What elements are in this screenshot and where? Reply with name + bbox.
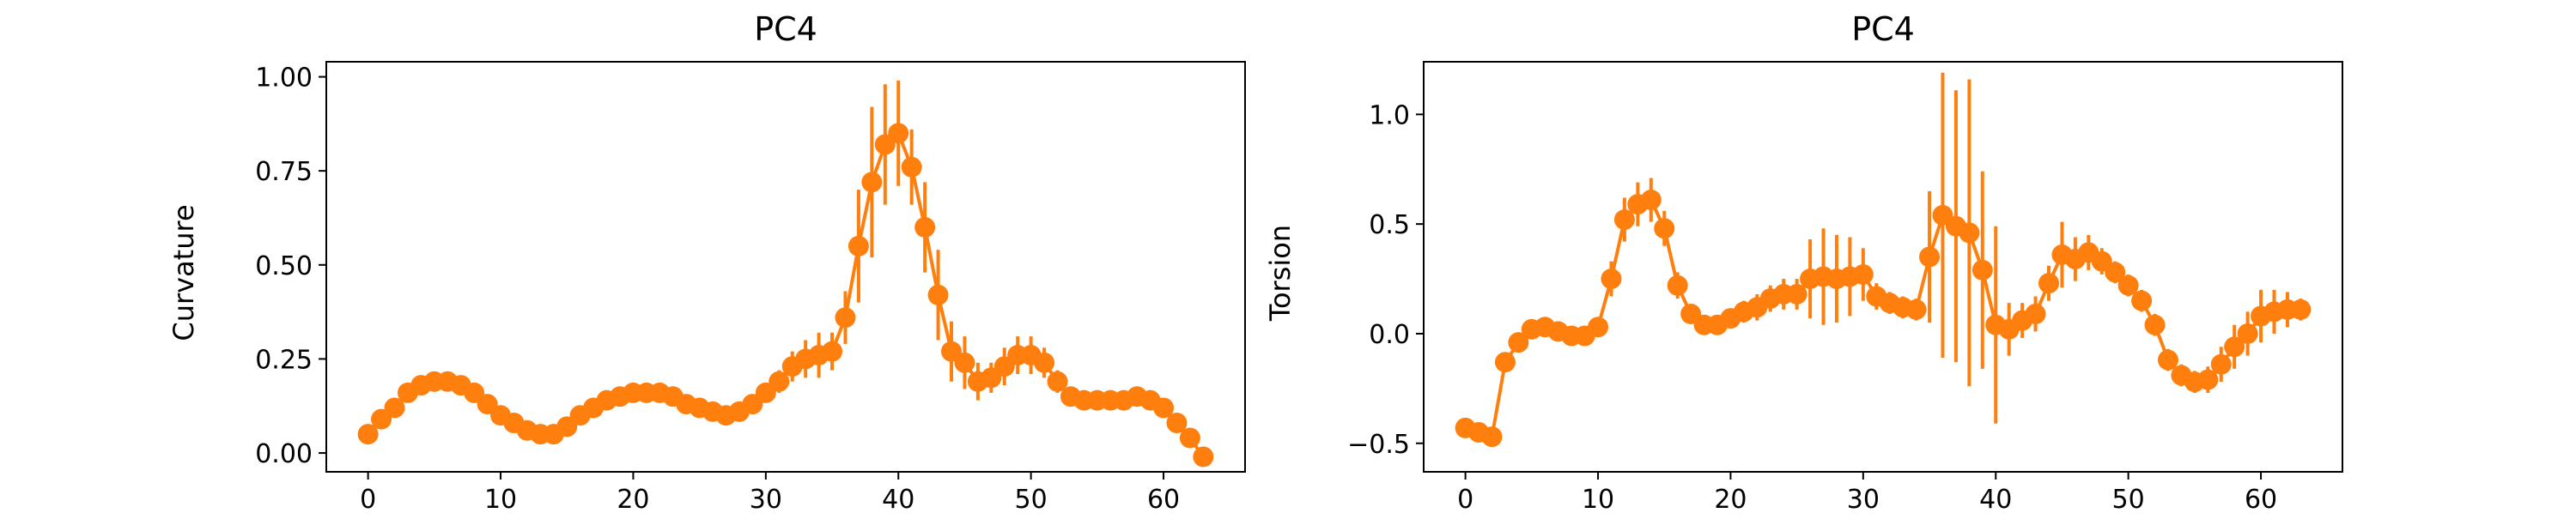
x-tick-label: 50 xyxy=(1015,485,1048,515)
data-point xyxy=(914,216,936,238)
data-point xyxy=(1153,397,1175,419)
x-tick-label: 20 xyxy=(617,485,649,515)
data-point xyxy=(1179,427,1200,449)
data-point xyxy=(2197,369,2219,390)
data-point xyxy=(1481,426,1503,448)
plot-frame xyxy=(1423,61,2343,473)
x-tick-label: 50 xyxy=(2112,485,2145,515)
data-point xyxy=(1919,246,1941,268)
x-tick-label: 30 xyxy=(1847,485,1880,515)
data-point xyxy=(2105,262,2126,283)
data-point xyxy=(1654,218,1675,239)
data-point xyxy=(1971,259,1993,281)
y-tick-label: 0.5 xyxy=(1369,210,1410,240)
y-tick-label: 0.75 xyxy=(255,157,313,187)
data-point xyxy=(822,341,843,362)
data-point xyxy=(2117,275,2139,296)
data-point xyxy=(888,123,909,144)
data-point xyxy=(384,397,405,419)
data-point xyxy=(2131,290,2153,311)
data-point xyxy=(1588,317,1609,338)
data-point xyxy=(1613,209,1635,231)
y-tick-label: 1.00 xyxy=(255,63,313,94)
y-tick-label: 0.50 xyxy=(255,251,313,281)
x-tick-label: 30 xyxy=(750,485,782,515)
data-point xyxy=(1166,412,1188,433)
data-point xyxy=(2290,299,2312,320)
x-tick-label: 10 xyxy=(1582,485,1614,515)
data-point xyxy=(2157,349,2178,371)
data-point xyxy=(1640,190,1662,211)
y-axis-label: Curvature xyxy=(167,204,200,341)
chart-title: PC4 xyxy=(754,10,817,48)
data-point xyxy=(954,352,975,373)
data-point xyxy=(1667,275,1688,296)
data-point xyxy=(1193,446,1214,468)
data-point xyxy=(927,284,949,305)
x-tick-label: 0 xyxy=(360,485,376,515)
data-point xyxy=(2210,353,2232,375)
y-tick-label: 0.0 xyxy=(1369,320,1410,350)
torsion-chart: PC4 Torsion 0 10 20 30 40 50 60 −0.5 0.0 0.5 1.0 xyxy=(1264,10,2343,515)
x-tick-label: 10 xyxy=(484,485,517,515)
plot-frame xyxy=(325,61,1246,473)
chart-title: PC4 xyxy=(1851,10,1915,48)
y-tick-label: 0.00 xyxy=(255,439,313,469)
data-point xyxy=(1034,352,1055,373)
data-point xyxy=(1601,269,1622,290)
data-point xyxy=(835,307,856,329)
data-point xyxy=(2038,273,2060,294)
data-point xyxy=(901,156,922,178)
data-point xyxy=(769,371,790,392)
y-tick-label: 0.25 xyxy=(255,345,313,375)
data-point xyxy=(1508,332,1529,353)
y-tick-label: 1.0 xyxy=(1369,100,1410,130)
x-tick-label: 40 xyxy=(882,485,914,515)
data-point xyxy=(357,424,379,445)
curvature-chart: PC4 Curvature 0 10 20 30 40 50 60 0.00 0.25 0.50 0… xyxy=(167,10,1246,515)
data-point xyxy=(2237,323,2258,344)
x-tick-label: 60 xyxy=(1147,485,1180,515)
x-tick-label: 60 xyxy=(2245,485,2277,515)
data-point xyxy=(1786,283,1807,305)
data-point xyxy=(1905,299,1927,320)
y-tick-label: −0.5 xyxy=(1347,430,1410,460)
data-point xyxy=(1959,222,1980,244)
data-point xyxy=(2144,314,2166,335)
data-point xyxy=(1047,371,1068,392)
data-point xyxy=(848,235,869,256)
series-line xyxy=(1464,197,2301,439)
data-point xyxy=(1852,263,1874,285)
x-tick-label: 0 xyxy=(1457,485,1473,515)
x-tick-label: 40 xyxy=(1979,485,2012,515)
data-point xyxy=(861,172,883,193)
data-point xyxy=(2224,336,2245,358)
y-axis-label: Torsion xyxy=(1264,225,1297,322)
data-point xyxy=(2025,303,2046,324)
data-point xyxy=(1494,352,1516,373)
x-tick-label: 20 xyxy=(1714,485,1747,515)
